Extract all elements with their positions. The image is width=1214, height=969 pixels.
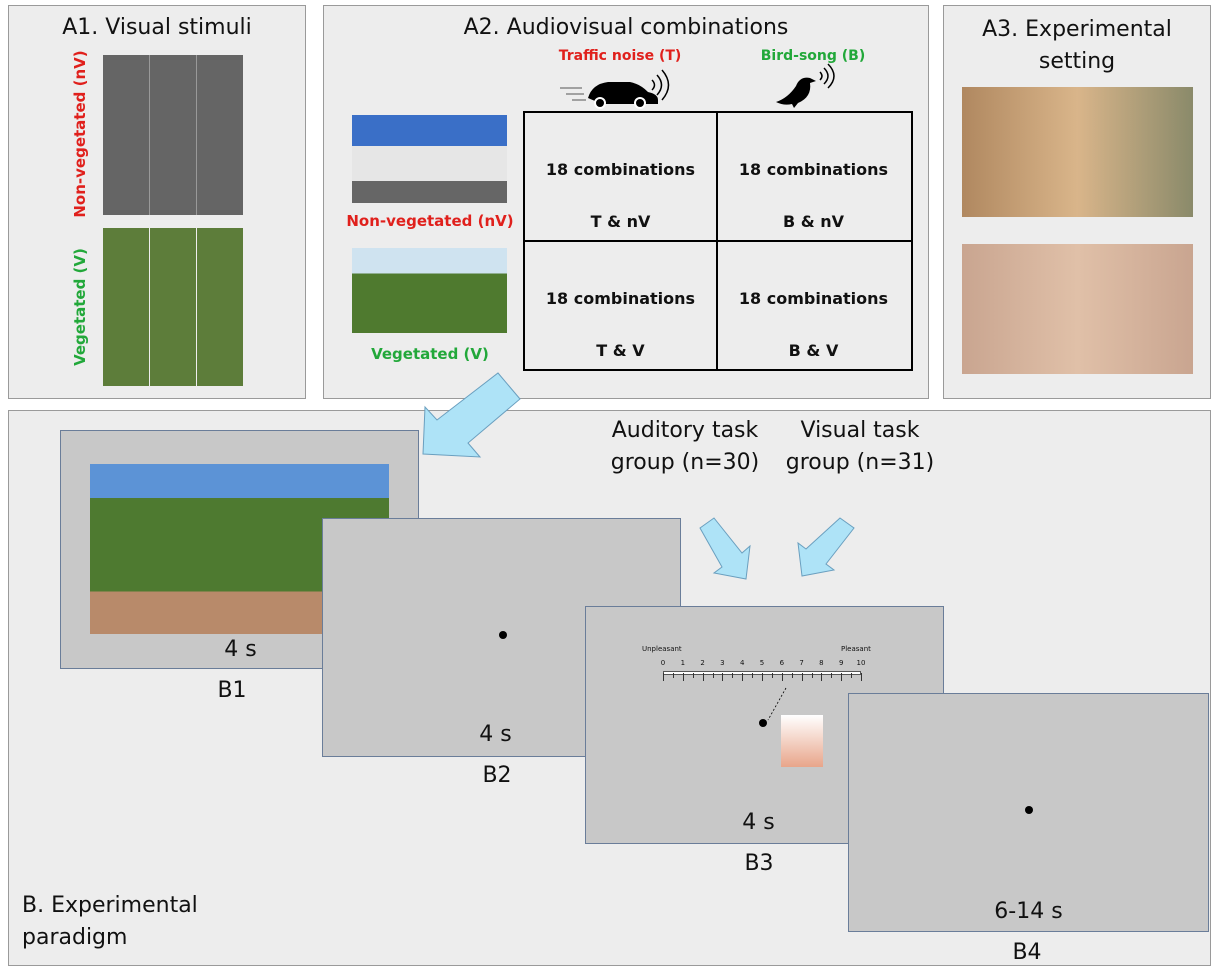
panel-title: B. Experimental paradigm bbox=[22, 890, 262, 954]
scale-tick bbox=[782, 673, 783, 681]
scale-minor-tick bbox=[673, 673, 674, 678]
screen-label: B1 bbox=[182, 675, 282, 707]
scale-minor-tick bbox=[831, 673, 832, 678]
scale-number: 2 bbox=[697, 659, 709, 667]
scale-minor-tick bbox=[752, 673, 753, 678]
fixation-dot bbox=[1025, 806, 1033, 814]
scale-minor-tick bbox=[792, 673, 793, 678]
screen-label: B3 bbox=[709, 848, 809, 880]
duration: 6-14 s bbox=[849, 896, 1208, 928]
category-label: Vegetated (V) bbox=[71, 217, 89, 397]
scale-number: 3 bbox=[716, 659, 728, 667]
scale-minor-tick bbox=[772, 673, 773, 678]
scale-number: 7 bbox=[796, 659, 808, 667]
photo bbox=[962, 87, 1193, 217]
combination-count: 18 combinations bbox=[717, 289, 910, 308]
fixation-dot bbox=[499, 631, 507, 639]
figure: A1. Visual stimuli Non-vegetated (nV) Ve… bbox=[0, 0, 1214, 969]
group-label: Visual task group (n=31) bbox=[780, 415, 940, 479]
scale-minor-tick bbox=[812, 673, 813, 678]
combination-count: 18 combinations bbox=[524, 160, 717, 179]
scale-tick bbox=[722, 673, 723, 681]
combination-code: B & nV bbox=[717, 212, 910, 231]
combination-code: B & V bbox=[717, 341, 910, 360]
sound-label: Bird-song (B) bbox=[733, 48, 893, 64]
scale-number: 9 bbox=[835, 659, 847, 667]
scale-tick bbox=[802, 673, 803, 681]
scale-number: 0 bbox=[657, 659, 669, 667]
scale-number: 8 bbox=[815, 659, 827, 667]
sound-label: Traffic noise (T) bbox=[540, 48, 700, 64]
panel-title: A3. Experimental setting bbox=[943, 14, 1211, 78]
category-label: Non-vegetated (nV) bbox=[71, 44, 89, 224]
screen-label: B2 bbox=[447, 760, 547, 792]
image-grid bbox=[103, 228, 243, 386]
scale-number: 1 bbox=[677, 659, 689, 667]
scale-tick bbox=[703, 673, 704, 681]
scale-tick bbox=[683, 673, 684, 681]
combination-code: T & nV bbox=[524, 212, 717, 231]
combination-count: 18 combinations bbox=[717, 160, 910, 179]
scale-label: Unpleasant bbox=[642, 645, 682, 653]
scale-number: 5 bbox=[756, 659, 768, 667]
photo bbox=[962, 244, 1193, 374]
group-label: Auditory task group (n=30) bbox=[590, 415, 780, 479]
scale-number: 10 bbox=[855, 659, 867, 667]
screen-label: B4 bbox=[977, 937, 1077, 969]
image-grid bbox=[103, 55, 243, 215]
screen: 6-14 s bbox=[848, 693, 1209, 932]
scale-tick bbox=[821, 673, 822, 681]
row-label: Non-vegetated (nV) bbox=[330, 212, 530, 230]
scale-tick bbox=[663, 673, 664, 681]
combination-count: 18 combinations bbox=[524, 289, 717, 308]
cursor-dot bbox=[759, 719, 767, 727]
photo bbox=[352, 248, 507, 333]
scale-minor-tick bbox=[732, 673, 733, 678]
combination-code: T & V bbox=[524, 341, 717, 360]
scale-minor-tick bbox=[851, 673, 852, 678]
scale-number: 6 bbox=[776, 659, 788, 667]
scale-minor-tick bbox=[713, 673, 714, 678]
hand-icon bbox=[781, 715, 823, 767]
scale-number: 4 bbox=[736, 659, 748, 667]
scale-tick bbox=[861, 673, 862, 681]
row-label: Vegetated (V) bbox=[330, 345, 530, 363]
scale-tick bbox=[742, 673, 743, 681]
scale-tick bbox=[762, 673, 763, 681]
scale-label: Pleasant bbox=[841, 645, 871, 653]
panel-title: A2. Audiovisual combinations bbox=[323, 12, 929, 44]
scale-tick bbox=[841, 673, 842, 681]
scale-minor-tick bbox=[693, 673, 694, 678]
panel-title: A1. Visual stimuli bbox=[8, 12, 306, 44]
photo bbox=[352, 115, 507, 203]
